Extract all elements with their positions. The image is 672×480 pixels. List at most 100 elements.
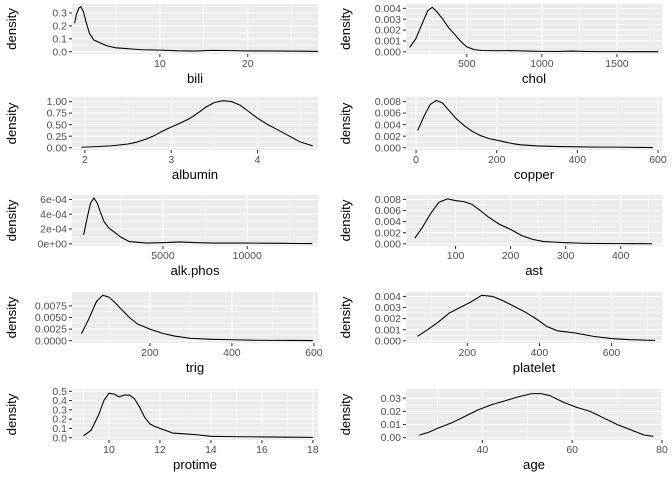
y-axis-title: density [338,199,353,241]
y-tick-label: 6e-04 [40,194,67,206]
x-tick-label: 60 [566,444,578,456]
density-curve-bili [74,6,319,52]
x-tick-label: 3 [168,154,174,166]
y-tick-label: 0.006 [375,205,401,217]
panel-albumin: 2 3 4 0.000.250.500.751.00 albumin density [4,96,318,182]
y-tick-label: 1.00 [47,96,68,108]
x-tick-label: 40 [477,444,489,456]
panel-background [406,195,662,246]
x-tick-label: 600 [305,347,323,359]
x-tick-label: 5000 [151,250,175,262]
y-axis-title: density [4,296,19,338]
x-tick-label: 200 [141,347,159,359]
y-tick-label: 0.01 [381,419,402,431]
density-curve-protime [83,392,313,438]
y-tick-label: 0.000 [375,46,401,58]
x-tick-label: 4 [255,154,261,166]
y-tick-label: 0.2 [52,21,67,33]
y-axis-title: density [4,8,19,50]
y-axis-title: density [338,102,353,144]
x-tick-label: 500 [458,58,476,70]
x-tick-label: 12 [154,444,166,456]
density-curve-alk.phos [83,197,313,245]
x-axis-title: ast [525,263,543,278]
y-tick-label: 0.3 [52,404,67,416]
y-tick-label: 0.000 [375,238,401,250]
x-tick-label: 400 [612,250,630,262]
x-axis-title: alk.phos [170,263,220,278]
density-curve-trig [80,294,314,342]
x-tick-label: 600 [603,347,621,359]
panel-alk.phos: 5000 10000 0e+00 2e-04 4e-04 6e-04 alk.phos den… [4,194,318,278]
x-axis-title: protime [173,457,217,472]
density-curve-albumin [81,100,313,148]
y-tick-label: 0.004 [375,216,401,228]
y-tick-label: 4e-04 [40,209,67,221]
panel-background [72,4,318,54]
y-tick-label: 0.002 [375,25,401,37]
x-tick-label: 16 [256,444,268,456]
x-tick-label: 400 [569,154,587,166]
x-tick-label: 200 [502,250,520,262]
x-tick-label: 80 [656,444,668,456]
y-axis-title: density [338,8,353,50]
y-tick-label: 0.003 [375,302,401,314]
y-tick-label: 0.002 [375,227,401,239]
y-tick-label: 0.3 [52,8,67,20]
y-tick-label: 0.00 [381,432,402,444]
x-tick-label: 20 [242,58,254,70]
x-tick-label: 1000 [530,58,554,70]
y-tick-label: 0.5 [52,386,67,398]
y-tick-label: 0.4 [52,395,67,407]
x-tick-label: 0 [413,154,419,166]
density-curve-chol [409,6,659,53]
y-tick-label: 0.0025 [35,324,67,336]
y-axis-title: density [338,296,353,338]
x-tick-label: 18 [307,444,319,456]
y-tick-label: 0.02 [381,406,402,418]
x-tick-label: 2 [82,154,88,166]
panel-age: 40 60 80 0.000.010.020.03 age density [338,389,668,472]
x-axis-title: copper [514,167,555,182]
y-tick-label: 0.003 [375,14,401,26]
y-tick-label: 0.2 [52,414,67,426]
y-tick-label: 0.1 [52,33,67,45]
x-axis-title: bili [187,71,203,86]
y-tick-label: 0.008 [375,96,401,108]
x-tick-label: 200 [488,154,506,166]
panel-bili: 10 20 0.00.10.20.3 bili density [4,4,319,86]
y-tick-label: 0.0000 [35,335,67,347]
y-tick-label: 0.008 [375,194,401,206]
y-tick-label: 0.004 [375,291,401,303]
y-axis-title: density [4,199,19,241]
panel-background [72,195,318,246]
panel-background [72,97,318,150]
x-tick-label: 14 [205,444,217,456]
y-tick-label: 0.000 [375,335,401,347]
panel-background [406,4,662,54]
x-tick-label: 600 [649,154,667,166]
density-curve-ast [414,198,653,245]
x-tick-label: 10 [154,58,166,70]
y-tick-label: 0.03 [381,393,402,405]
y-tick-label: 0.0050 [35,312,67,324]
y-tick-label: 0.004 [375,119,401,131]
density-curve-copper [417,99,654,149]
x-tick-label: 300 [557,250,575,262]
x-tick-label: 1500 [605,58,629,70]
x-tick-label: 10000 [233,250,262,262]
y-axis-title: density [338,393,353,435]
y-tick-label: 0.75 [47,108,68,120]
y-axis-title: density [4,102,19,144]
y-tick-label: 0.0075 [35,301,67,313]
y-tick-label: 0.001 [375,324,401,336]
y-tick-label: 0e+00 [38,238,68,250]
x-tick-label: 200 [459,347,477,359]
y-tick-label: 0.1 [52,423,67,435]
